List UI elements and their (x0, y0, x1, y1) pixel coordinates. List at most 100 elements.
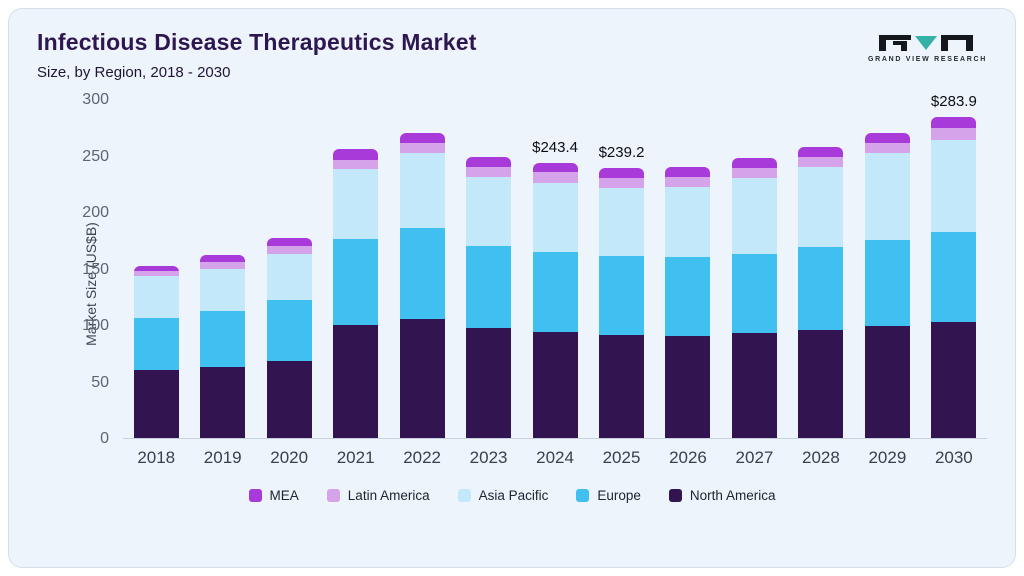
chart-subtitle: Size, by Region, 2018 - 2030 (37, 64, 231, 81)
segment-europe (665, 257, 711, 337)
stacked-bar-2025 (599, 167, 645, 438)
plot-area: $243.4 $239.2 $283.9 (123, 93, 987, 439)
chart-card: Infectious Disease Therapeutics Market S… (8, 8, 1016, 568)
data-label-2025: $239.2 (598, 143, 645, 161)
bar-slot-2023 (455, 99, 521, 438)
stacked-bar-2026 (665, 166, 711, 438)
segment-north-america (133, 370, 179, 438)
y-tick-label: 200 (82, 204, 109, 221)
segment-latin-america (333, 160, 379, 170)
segment-mea (200, 254, 246, 262)
y-tick-label: 50 (91, 373, 109, 391)
stacked-bar-2028 (798, 146, 844, 438)
segment-asia-pacific (133, 276, 179, 319)
segment-europe (931, 232, 977, 322)
segment-mea (532, 163, 578, 173)
segment-asia-pacific (333, 169, 379, 240)
segment-asia-pacific (665, 187, 711, 258)
segment-north-america (599, 335, 645, 438)
y-tick-label: 0 (100, 430, 109, 447)
legend-label: MEA (269, 488, 299, 503)
legend-item-mea: MEA (248, 488, 299, 503)
segment-asia-pacific (466, 176, 512, 246)
bar-slot-2028 (788, 99, 854, 438)
legend-item-europe: Europe (576, 488, 641, 503)
segment-north-america (798, 329, 844, 438)
segment-latin-america (532, 172, 578, 183)
segment-asia-pacific (864, 153, 910, 241)
segment-europe (466, 245, 512, 329)
x-tick-label-2028: 2028 (802, 448, 840, 467)
segment-mea (731, 157, 777, 168)
chart: Market Size (US$B) 0 50 100 150 200 250 300 $2… (37, 91, 987, 468)
x-tick-label-2025: 2025 (602, 448, 641, 467)
bar-slot-2030: $283.9 (921, 93, 987, 438)
logo-text: GRAND VIEW RESEARCH (867, 56, 987, 63)
segment-europe (266, 300, 312, 362)
segment-europe (864, 240, 910, 327)
segment-europe (200, 311, 246, 367)
segment-north-america (731, 332, 777, 438)
stacked-bar-2023 (466, 156, 512, 438)
stacked-bar-2030 (931, 117, 977, 438)
legend-label: North America (689, 488, 776, 503)
y-axis-ticks: 0 50 100 150 200 250 300 (71, 91, 123, 447)
segment-europe (333, 239, 379, 325)
segment-mea (931, 117, 977, 129)
segment-asia-pacific (532, 182, 578, 252)
title-block: Infectious Disease Therapeutics Market S… (37, 29, 477, 81)
segment-mea (665, 166, 711, 178)
legend-swatch-icon (248, 489, 262, 502)
segment-latin-america (864, 143, 910, 154)
x-tick-label-2026: 2026 (669, 448, 707, 467)
segment-asia-pacific (731, 178, 777, 254)
x-tick-label-2019: 2019 (203, 448, 242, 467)
segment-north-america (200, 366, 246, 438)
y-tick-label: 250 (82, 147, 109, 165)
segment-latin-america (399, 143, 445, 154)
bar-slot-2029 (854, 99, 920, 438)
segment-north-america (266, 361, 312, 438)
plot-wrap: $243.4 $239.2 $283.9 2018 2019 2020 2021 2022 2… (123, 93, 987, 468)
segment-latin-america (731, 167, 777, 179)
segment-europe (798, 247, 844, 330)
chart-title: Infectious Disease Therapeutics Market (37, 29, 477, 55)
segment-europe (399, 227, 445, 320)
legend-swatch-icon (668, 489, 682, 502)
y-tick-label: 100 (82, 317, 109, 334)
stacked-bar-2021 (333, 148, 379, 438)
segment-asia-pacific (599, 188, 645, 257)
chart-grid: 0 50 100 150 200 250 300 $243.4 $239.2 $283.9 20… (71, 91, 987, 468)
segment-north-america (333, 325, 379, 438)
segment-latin-america (931, 128, 977, 140)
bar-slot-2018 (123, 99, 189, 438)
y-tick-label: 300 (82, 91, 109, 108)
segment-europe (599, 256, 645, 336)
x-tick-label-2024: 2024 (536, 448, 574, 467)
segment-mea (599, 167, 645, 179)
segment-latin-america (466, 166, 512, 177)
segment-latin-america (133, 270, 179, 277)
segment-north-america (665, 336, 711, 438)
legend-swatch-icon (457, 489, 471, 502)
segment-mea (333, 148, 379, 161)
segment-latin-america (200, 261, 246, 269)
legend-item-asia-pacific: Asia Pacific (457, 488, 548, 503)
segment-mea (798, 146, 844, 157)
legend-swatch-icon (326, 489, 340, 502)
x-tick-label-2023: 2023 (469, 448, 508, 467)
x-tick-label-2027: 2027 (735, 448, 774, 467)
x-tick-label-2029: 2029 (868, 448, 907, 467)
bar-slot-2027 (721, 99, 787, 438)
segment-europe (731, 253, 777, 333)
y-tick-label: 150 (82, 260, 109, 278)
bar-slot-2020 (256, 99, 322, 438)
header: Infectious Disease Therapeutics Market S… (37, 29, 987, 81)
legend-item-north-america: North America (668, 488, 776, 503)
bar-slot-2026 (655, 99, 721, 438)
stacked-bar-2019 (200, 254, 246, 438)
gvr-logo-icon (879, 35, 974, 51)
segment-latin-america (599, 178, 645, 189)
segment-europe (133, 318, 179, 371)
